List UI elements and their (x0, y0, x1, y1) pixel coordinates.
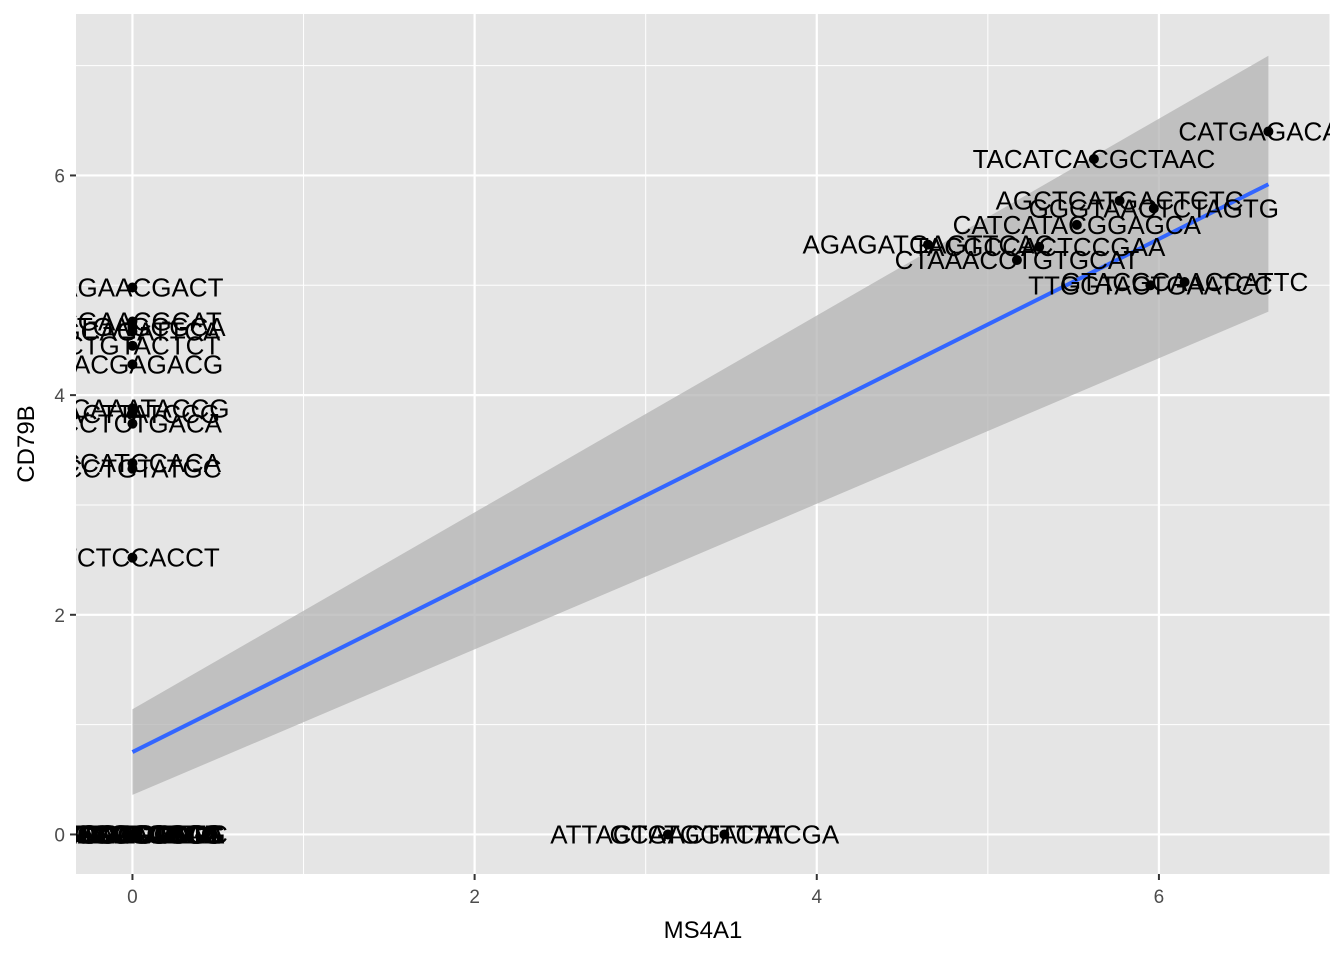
point-label: TACGCCACTCCGAA (913, 232, 1166, 262)
data-point (127, 552, 138, 563)
point-label: ACCATCCACA (44, 448, 222, 478)
data-point (719, 829, 730, 840)
point-label: GGACTTCAGC (41, 819, 224, 849)
x-tick-label: 0 (127, 887, 138, 908)
label-layer: CATGAGACACTACATCACGCTAACAGCTCATGACTCTCGG… (35, 117, 1344, 850)
data-point (127, 359, 138, 370)
point-label: CTTGCAGCGG (39, 819, 225, 849)
point-label: CCGATTGCAC (42, 819, 222, 849)
point-label: TGCCGCGCGC (37, 819, 228, 849)
point-label: CAGGTTCGCA (41, 819, 225, 849)
point-label: GTACGCAACCATTC (1061, 267, 1308, 297)
x-tick-label: 2 (469, 887, 480, 908)
y-tick-label: 4 (54, 386, 65, 407)
plot-content: CATGAGACACTACATCACGCTAACAGCTCATGACTCTCGG… (35, 55, 1344, 850)
point-label: TCCGAGCATT (44, 819, 221, 849)
point-label: TACATCACGCTAAC (973, 144, 1216, 174)
y-axis-title: CD79B (13, 405, 40, 482)
point-label: GCATGGATTACGA (610, 819, 840, 849)
data-point (1034, 241, 1045, 252)
data-point (127, 463, 138, 474)
data-point (1114, 195, 1125, 206)
point-label: CTAAACCTGTGCAT (895, 245, 1140, 275)
data-point (662, 829, 673, 840)
y-tick-label: 0 (54, 825, 65, 846)
point-label: ACCTCTGACA (43, 409, 223, 439)
point-label: GCTGTACTCT (45, 331, 221, 361)
x-tick-label: 4 (811, 887, 822, 908)
point-label: CATCATACGGAGCA (953, 210, 1202, 240)
point-label: TGCAGATTCA (45, 316, 221, 346)
point-label: TCATGCCGAA (43, 819, 222, 849)
point-label: GCGACCTTGA (41, 819, 225, 849)
point-label: TGCAACGACT (42, 819, 223, 849)
point-label: AGCCTGATCG (42, 819, 224, 849)
data-point (127, 340, 138, 351)
data-point (1145, 280, 1156, 291)
point-label: GTCAAATACCG (35, 393, 229, 423)
regression-line (131, 182, 1270, 754)
point-layer (127, 126, 1274, 840)
data-point (1263, 126, 1274, 137)
point-label: AGAGATGAGTTCAC (803, 230, 1054, 260)
data-point (127, 282, 138, 293)
data-point (127, 418, 138, 429)
point-label: ATGGCTACCG (43, 819, 223, 849)
data-point (127, 326, 138, 337)
point-label: AGCTCATGACTCTC (996, 186, 1244, 216)
x-axis: 0 2 4 6 (127, 874, 1164, 908)
point-label: TCGAACGCAT (43, 307, 222, 337)
data-point (127, 829, 138, 840)
data-point (1179, 276, 1190, 287)
data-point (1148, 203, 1159, 214)
point-label: CAGAACGACT (41, 272, 223, 302)
point-label: ATTACTGACTTCAT (550, 819, 786, 849)
data-point (922, 239, 933, 250)
x-axis-title: MS4A1 (664, 917, 743, 944)
point-label: GACCTCGTTA (44, 819, 222, 849)
y-tick-label: 2 (54, 606, 65, 627)
point-label: TTGGTACTGAATCC (1028, 270, 1273, 300)
x-tick-label: 6 (1154, 887, 1165, 908)
data-point (1088, 153, 1099, 164)
point-label: CATGAGACAC (1178, 117, 1344, 147)
y-axis: 0 2 4 6 (54, 166, 76, 846)
point-label: AGTGAGCGCA (39, 312, 226, 342)
point-label: TTCTCCACCT (45, 543, 220, 573)
point-label: GTTACGCATG (44, 819, 221, 849)
point-label: ACTGCAGGTC (41, 819, 224, 849)
data-point (1011, 255, 1022, 266)
data-point (127, 408, 138, 419)
data-point (1071, 219, 1082, 230)
y-tick-label: 6 (54, 166, 65, 187)
point-label: TAACGAGACG (42, 349, 224, 379)
point-label: GACTTATCCG (45, 399, 220, 429)
point-label: GGGTAACTCTAGTG (1029, 193, 1279, 223)
point-label: CGTCAGTTGC (41, 819, 223, 849)
point-label: GCCTGTATGC (43, 454, 221, 484)
